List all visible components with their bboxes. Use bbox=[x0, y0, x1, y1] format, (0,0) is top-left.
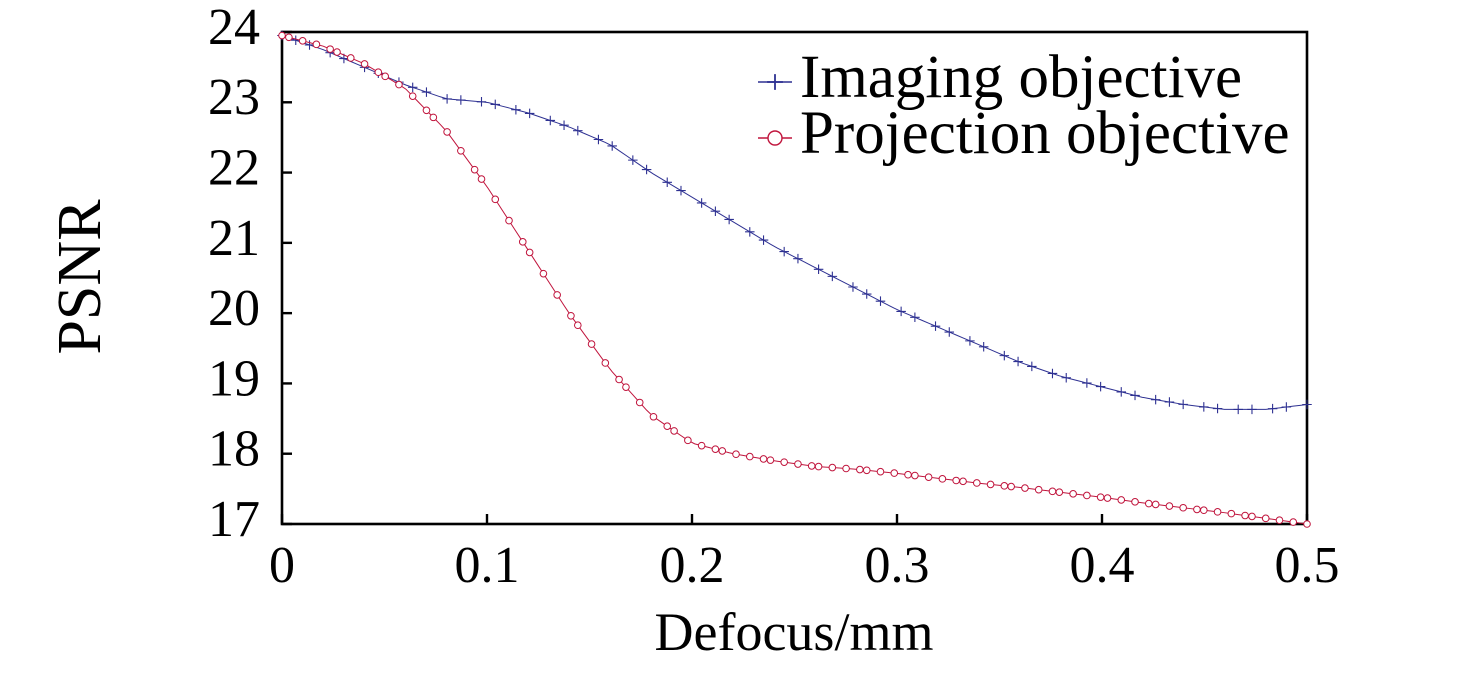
svg-text:24: 24 bbox=[208, 0, 260, 56]
svg-text:0.1: 0.1 bbox=[455, 537, 520, 594]
svg-text:0.3: 0.3 bbox=[865, 537, 930, 594]
svg-text:Defocus/mm: Defocus/mm bbox=[655, 602, 934, 662]
svg-text:0: 0 bbox=[269, 537, 295, 594]
svg-text:22: 22 bbox=[208, 140, 260, 197]
svg-text:20: 20 bbox=[208, 280, 260, 337]
svg-text:0.5: 0.5 bbox=[1275, 537, 1340, 594]
svg-text:21: 21 bbox=[208, 210, 260, 267]
svg-text:23: 23 bbox=[208, 69, 260, 126]
svg-text:Projection objective: Projection objective bbox=[800, 100, 1290, 167]
svg-text:PSNR: PSNR bbox=[46, 199, 114, 355]
svg-text:0.2: 0.2 bbox=[660, 537, 725, 594]
svg-text:18: 18 bbox=[208, 421, 260, 478]
svg-text:19: 19 bbox=[208, 350, 260, 407]
svg-text:0.4: 0.4 bbox=[1070, 537, 1135, 594]
svg-text:17: 17 bbox=[208, 491, 260, 548]
